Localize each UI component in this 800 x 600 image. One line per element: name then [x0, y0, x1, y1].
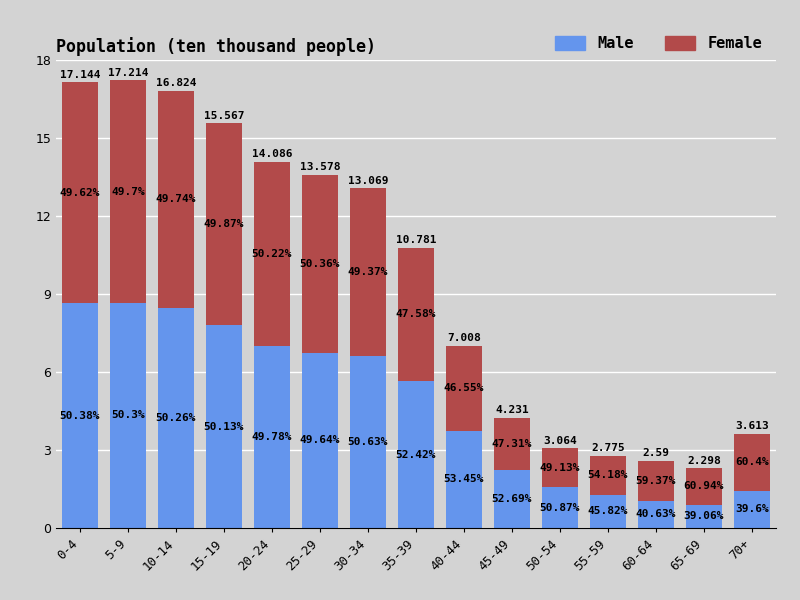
Bar [110, 80, 146, 303]
Bar [254, 162, 290, 346]
Bar [302, 175, 338, 353]
Text: 50.63%: 50.63% [348, 437, 388, 447]
Bar [398, 248, 434, 381]
Text: 59.37%: 59.37% [636, 476, 676, 485]
Text: 2.59: 2.59 [642, 448, 670, 458]
Bar [638, 500, 674, 528]
Bar [638, 461, 674, 500]
Text: 53.45%: 53.45% [444, 475, 484, 484]
Bar [590, 495, 626, 528]
Text: 52.69%: 52.69% [492, 494, 532, 504]
Text: 50.3%: 50.3% [111, 410, 145, 421]
Bar [302, 353, 338, 528]
Bar [206, 123, 242, 325]
Bar [254, 346, 290, 528]
Text: 13.578: 13.578 [300, 163, 340, 172]
Text: 49.74%: 49.74% [156, 194, 196, 205]
Text: 17.144: 17.144 [60, 70, 100, 80]
Text: 7.008: 7.008 [447, 333, 481, 343]
Bar [590, 456, 626, 495]
Bar [62, 82, 98, 304]
Bar [62, 304, 98, 528]
Text: 14.086: 14.086 [252, 149, 292, 159]
Text: 40.63%: 40.63% [636, 509, 676, 520]
Bar [350, 356, 386, 528]
Bar [734, 491, 770, 528]
Bar [542, 487, 578, 528]
Text: 4.231: 4.231 [495, 406, 529, 415]
Text: 47.31%: 47.31% [492, 439, 532, 449]
Bar [398, 381, 434, 528]
Text: 13.069: 13.069 [348, 176, 388, 185]
Bar [110, 303, 146, 528]
Bar [206, 325, 242, 528]
Text: 2.775: 2.775 [591, 443, 625, 453]
Bar [686, 468, 722, 505]
Text: 49.7%: 49.7% [111, 187, 145, 197]
Bar [446, 431, 482, 528]
Text: 47.58%: 47.58% [396, 310, 436, 319]
Text: 60.94%: 60.94% [684, 481, 724, 491]
Text: 49.62%: 49.62% [60, 188, 100, 198]
Text: 50.36%: 50.36% [300, 259, 340, 269]
Text: 49.78%: 49.78% [252, 432, 292, 442]
Text: 50.26%: 50.26% [156, 413, 196, 423]
Bar [158, 308, 194, 528]
Text: 60.4%: 60.4% [735, 457, 769, 467]
Text: 52.42%: 52.42% [396, 449, 436, 460]
Text: 49.13%: 49.13% [540, 463, 580, 473]
Text: 39.06%: 39.06% [684, 511, 724, 521]
Text: 15.567: 15.567 [204, 110, 244, 121]
Bar [494, 418, 530, 470]
Text: 49.64%: 49.64% [300, 436, 340, 445]
Text: 10.781: 10.781 [396, 235, 436, 245]
Bar [542, 448, 578, 487]
Text: 46.55%: 46.55% [444, 383, 484, 393]
Text: 50.22%: 50.22% [252, 249, 292, 259]
Bar [734, 434, 770, 491]
Bar [686, 505, 722, 528]
Legend: Male, Female: Male, Female [549, 30, 768, 58]
Text: 17.214: 17.214 [108, 68, 148, 78]
Text: 3.613: 3.613 [735, 421, 769, 431]
Text: 45.82%: 45.82% [588, 506, 628, 517]
Text: 54.18%: 54.18% [588, 470, 628, 481]
Text: 2.298: 2.298 [687, 455, 721, 466]
Text: 50.87%: 50.87% [540, 503, 580, 513]
Bar [494, 470, 530, 528]
Text: 49.37%: 49.37% [348, 267, 388, 277]
Text: Population (ten thousand people): Population (ten thousand people) [56, 37, 376, 56]
Text: 3.064: 3.064 [543, 436, 577, 446]
Bar [446, 346, 482, 431]
Bar [158, 91, 194, 308]
Text: 39.6%: 39.6% [735, 505, 769, 514]
Text: 16.824: 16.824 [156, 78, 196, 88]
Text: 50.13%: 50.13% [204, 422, 244, 431]
Text: 49.87%: 49.87% [204, 219, 244, 229]
Bar [350, 188, 386, 356]
Text: 50.38%: 50.38% [60, 411, 100, 421]
